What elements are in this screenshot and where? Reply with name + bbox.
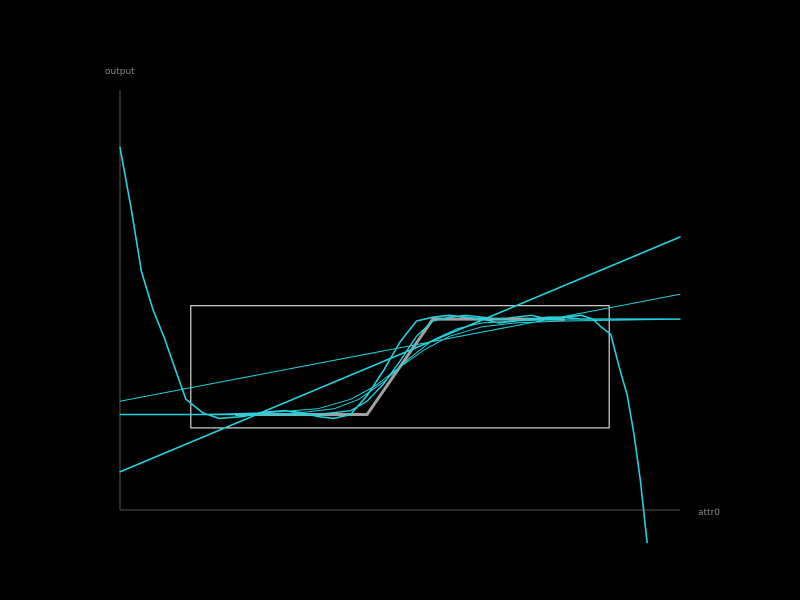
training-data-box <box>190 305 610 429</box>
series-line-5 <box>119 318 681 415</box>
series-line-1 <box>119 146 648 544</box>
series-line-2 <box>119 236 681 473</box>
y-axis-label: output <box>105 67 135 77</box>
x-axis-label: attr0 <box>698 508 720 518</box>
series-line-3 <box>119 293 681 402</box>
series-line-4 <box>119 314 681 416</box>
curves-group <box>119 146 681 544</box>
series-line-6 <box>119 318 681 415</box>
